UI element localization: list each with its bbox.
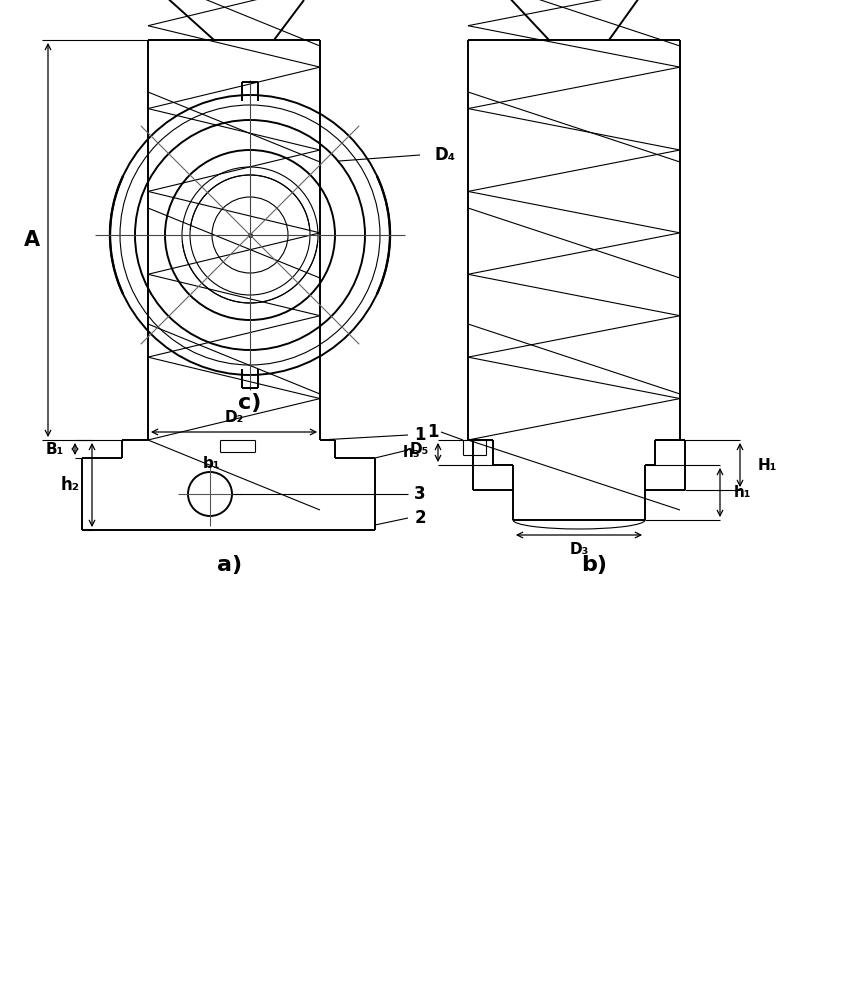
- Text: H₁: H₁: [758, 458, 777, 473]
- Text: D₂: D₂: [224, 410, 244, 426]
- Text: a): a): [217, 555, 242, 575]
- Text: c): c): [238, 393, 262, 413]
- Text: 1: 1: [414, 426, 426, 444]
- Text: h₂: h₂: [60, 476, 80, 494]
- Text: 1: 1: [427, 423, 439, 441]
- Text: D₅: D₅: [410, 442, 430, 458]
- Text: 3: 3: [414, 485, 426, 503]
- Text: A: A: [24, 230, 40, 250]
- Text: h₁: h₁: [734, 485, 752, 500]
- Text: 2: 2: [414, 509, 426, 527]
- Text: D₄: D₄: [434, 146, 455, 164]
- Text: b₁: b₁: [204, 456, 221, 472]
- Text: h₃: h₃: [402, 445, 420, 460]
- Text: b): b): [581, 555, 607, 575]
- Text: B₁: B₁: [46, 442, 64, 456]
- Text: D₃: D₃: [570, 542, 588, 556]
